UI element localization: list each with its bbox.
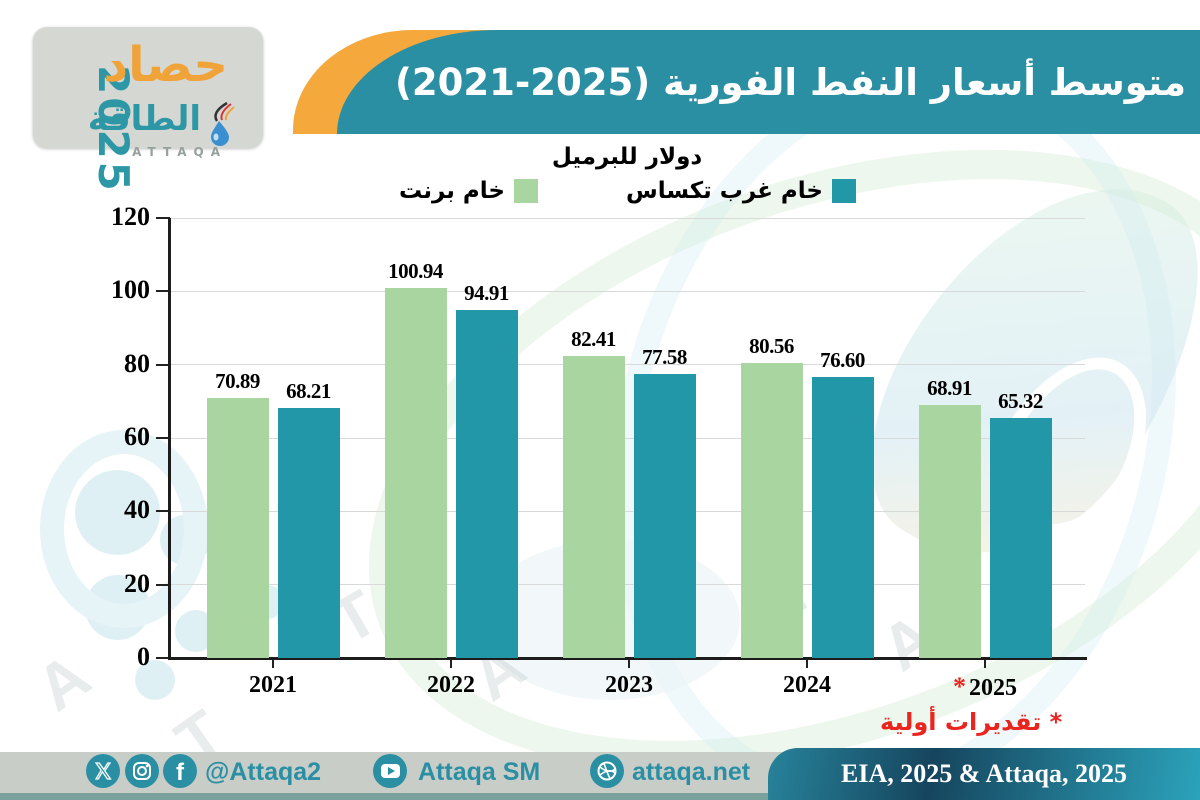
bar-wti-2021 <box>277 407 340 658</box>
legend-swatch-wti <box>832 179 856 203</box>
title-banner: متوسط أسعار النفط الفورية (2025-2021) <box>337 30 1200 134</box>
bar-brent-2024 <box>740 362 803 658</box>
x-icon[interactable] <box>86 754 120 788</box>
logo-arabic-title-1: حصاد <box>103 37 228 93</box>
preliminary-estimates-note: * تقديرات أولية <box>880 708 1063 736</box>
bar-value-label: 68.21 <box>286 378 331 403</box>
youtube-icon[interactable] <box>373 754 407 788</box>
x-tick-label: 2024 <box>783 672 831 698</box>
legend-swatch-brent <box>514 179 538 203</box>
bar-wti-2022 <box>455 309 518 658</box>
bar-value-label: 94.91 <box>464 280 509 305</box>
bar-wti-2025 <box>989 418 1052 658</box>
x-tick <box>628 660 630 668</box>
preliminary-asterisk: * <box>953 672 966 701</box>
globe-icon[interactable] <box>590 754 624 788</box>
legend-item-brent: خام برنت <box>399 178 538 204</box>
website-link[interactable]: attaqa.net <box>632 758 751 786</box>
bar-brent-2025 <box>918 405 981 658</box>
source-text: EIA, 2025 & Attaqa, 2025 <box>840 759 1127 788</box>
unit-label: دولار للبرميل <box>551 144 703 170</box>
oil-drop-flame-icon <box>207 101 237 151</box>
gridline <box>170 217 1085 219</box>
x-tick-label: * 2025 <box>953 672 1017 701</box>
bar-brent-2023 <box>562 355 625 658</box>
bar-value-label: 82.41 <box>571 326 616 351</box>
bar-wti-2024 <box>811 377 874 658</box>
x-tick <box>806 660 808 668</box>
facebook-icon[interactable]: f <box>163 754 197 788</box>
x-tick <box>272 660 274 668</box>
attaqa-logo: 2025 حصاد الطاقة ATTAQA <box>33 27 263 194</box>
bar-brent-2022 <box>384 287 447 658</box>
bar-value-label: 65.32 <box>998 389 1043 414</box>
page-title: متوسط أسعار النفط الفورية (2025-2021) <box>394 60 1186 104</box>
bar-value-label: 100.94 <box>388 258 443 283</box>
bar-brent-2021 <box>206 398 269 658</box>
x-tick-label: 2023 <box>605 672 653 698</box>
y-tick-label: 60 <box>124 422 150 451</box>
y-tick-label: 20 <box>124 568 150 598</box>
x-tick-label: 2022 <box>427 672 475 698</box>
bar-value-label: 80.56 <box>749 333 794 358</box>
y-tick <box>156 510 170 513</box>
source-box: EIA, 2025 & Attaqa, 2025 <box>768 748 1200 800</box>
y-tick-label: 80 <box>124 348 150 378</box>
instagram-icon[interactable] <box>125 754 159 788</box>
footer-bottom-strip <box>0 793 1200 800</box>
y-tick <box>156 363 170 366</box>
x-tick <box>450 660 452 668</box>
y-tick-label: 40 <box>124 495 150 525</box>
logo-latin-name: ATTAQA <box>132 145 227 159</box>
y-tick-label: 100 <box>111 275 150 305</box>
gridline <box>170 437 1085 439</box>
y-tick <box>156 657 170 659</box>
bar-value-label: 70.89 <box>215 369 260 394</box>
x-tick <box>984 660 986 668</box>
bar-wti-2023 <box>633 373 696 658</box>
bar-value-label: 76.60 <box>820 348 865 373</box>
x-tick-label: 2021 <box>249 672 297 698</box>
y-axis-line <box>168 218 171 660</box>
legend-label-wti: خام غرب تكساس <box>625 178 823 204</box>
legend-item-wti: خام غرب تكساس <box>626 178 856 204</box>
y-tick-label: 0 <box>137 642 150 671</box>
logo-arabic-title-2: الطاقة <box>87 99 201 139</box>
y-tick <box>156 217 170 219</box>
gridline <box>170 290 1085 292</box>
y-tick <box>156 290 170 293</box>
y-tick <box>156 583 170 586</box>
gridline <box>170 364 1085 366</box>
youtube-handle[interactable]: Attaqa SM <box>418 758 541 786</box>
social-handle[interactable]: @Attaqa2 <box>205 758 322 786</box>
y-tick-label: 120 <box>111 202 150 231</box>
gridline <box>170 510 1085 512</box>
legend-label-brent: خام برنت <box>398 178 505 204</box>
bar-value-label: 77.58 <box>642 344 687 369</box>
